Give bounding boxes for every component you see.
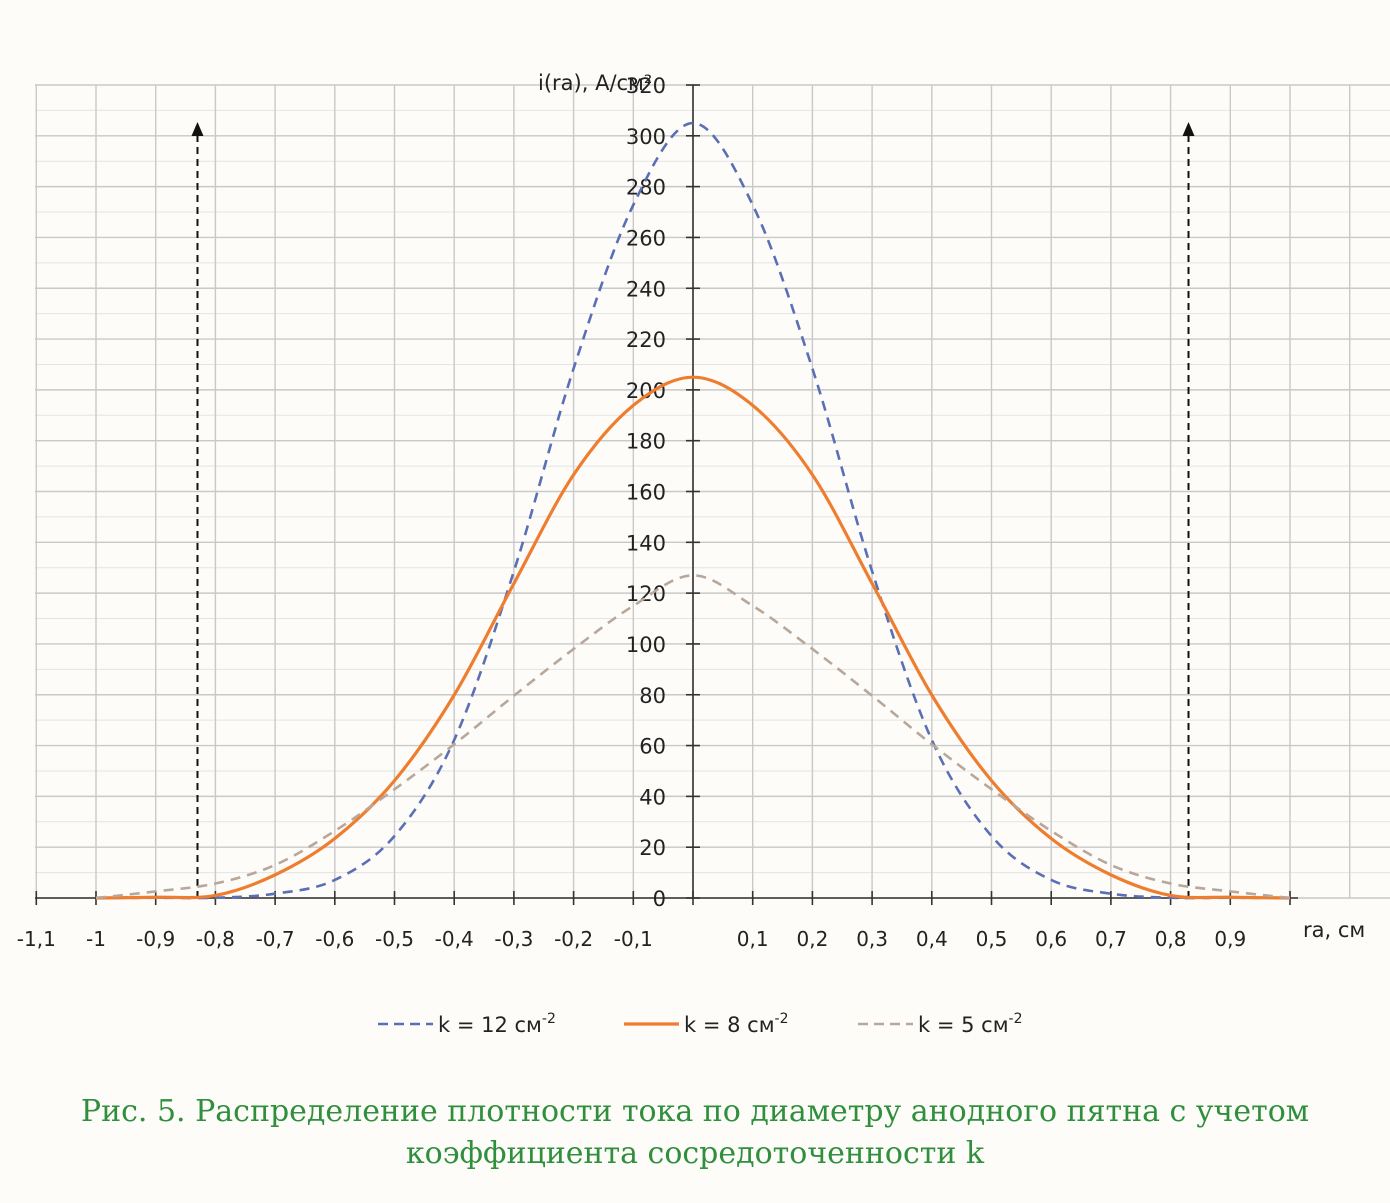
y-tick-label: 60 <box>639 735 666 759</box>
x-axis-label: ra, см <box>1303 918 1365 942</box>
y-tick-label: 100 <box>626 633 666 657</box>
y-tick-label: 300 <box>626 125 666 149</box>
legend-label-1: k = 12 см-2 <box>438 1011 556 1037</box>
y-axis-label: i(ra), А/см² <box>538 71 652 95</box>
series-line-2 <box>95 375 1291 900</box>
x-tick-label: 0,7 <box>1095 927 1127 951</box>
chart-series <box>95 121 1291 900</box>
x-tick-label: 0,5 <box>976 927 1008 951</box>
y-tick-label: 240 <box>626 277 666 301</box>
y-tick-label: 20 <box>639 836 666 860</box>
figure-caption-line1: Рис. 5. Распределение плотности тока по … <box>80 1094 1310 1129</box>
y-tick-label: 40 <box>639 785 666 809</box>
legend: k = 12 см-2 k = 8 см-2 k = 5 см-2 <box>378 1011 1023 1037</box>
marker-arrowhead <box>1182 122 1195 136</box>
x-tick-label: -0,3 <box>494 927 533 951</box>
y-tick-label: 320 <box>626 74 666 98</box>
x-tick-label: 0,8 <box>1155 927 1187 951</box>
x-tick-label: -0,1 <box>614 927 653 951</box>
marker-arrowhead <box>191 122 204 136</box>
x-tick-label: -0,4 <box>435 927 474 951</box>
x-tick-label: 0,9 <box>1214 927 1246 951</box>
y-tick-label: 220 <box>626 328 666 352</box>
y-tick-labels: 0204060801001201401601802002202402602803… <box>626 74 666 911</box>
y-tick-label: 80 <box>639 684 666 708</box>
figure-caption-line2: коэффициента сосредоточенности k <box>405 1136 985 1171</box>
chart-axes <box>35 84 1298 905</box>
x-tick-label: -1 <box>86 927 106 951</box>
x-tick-label: 0,6 <box>1035 927 1067 951</box>
y-tick-label: 180 <box>626 430 666 454</box>
x-tick-label: -0,5 <box>375 927 414 951</box>
x-tick-label: 0,4 <box>916 927 948 951</box>
x-tick-label: -1,1 <box>17 927 56 951</box>
x-tick-label: -0,2 <box>554 927 593 951</box>
x-tick-label: -0,6 <box>315 927 354 951</box>
legend-label-2: k = 8 см-2 <box>684 1011 789 1037</box>
legend-label-3: k = 5 см-2 <box>918 1011 1023 1037</box>
x-tick-label: 0,2 <box>796 927 828 951</box>
y-tick-label: 160 <box>626 481 666 505</box>
x-tick-label: 0,1 <box>737 927 769 951</box>
y-tick-label: 260 <box>626 226 666 250</box>
vertical-markers <box>191 122 1195 898</box>
x-tick-labels: -1,1 -1 -0,9 -0,8 -0,7 -0,6 -0,5 -0,4 -0,3 -0,2 -0… <box>17 927 1246 951</box>
x-tick-label: -0,7 <box>256 927 295 951</box>
chart: 0204060801001201401601802002202402602803… <box>17 71 1390 1037</box>
x-tick-label: -0,8 <box>196 927 235 951</box>
y-tick-label: 0 <box>653 887 666 911</box>
y-tick-label: 200 <box>626 379 666 403</box>
y-tick-label: 120 <box>626 582 666 606</box>
chart-grid <box>35 84 1390 899</box>
series-line-1 <box>95 121 1291 900</box>
x-tick-label: 0,3 <box>856 927 888 951</box>
y-tick-label: 140 <box>626 531 666 555</box>
x-tick-label: -0,9 <box>136 927 175 951</box>
